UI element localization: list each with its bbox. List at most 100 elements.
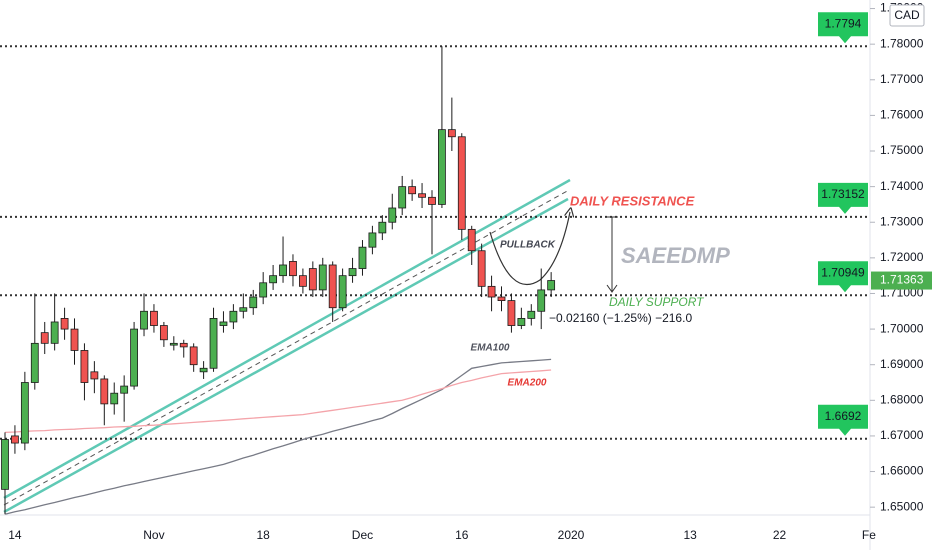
- channel-upper: [3, 178, 571, 500]
- y-tick-label: 1.67000: [880, 428, 924, 442]
- ema-label: EMA100: [471, 343, 510, 354]
- candle-body: [110, 392, 119, 405]
- candle-body: [60, 318, 69, 330]
- candle-body: [159, 325, 168, 341]
- x-tick-label: 14: [8, 528, 22, 542]
- y-tick-label: 1.68000: [880, 392, 924, 406]
- range-head: [606, 284, 618, 293]
- candle-body: [497, 296, 506, 301]
- candle-body: [537, 289, 546, 312]
- candle-body: [418, 193, 426, 198]
- level-label: 1.6692: [825, 409, 862, 423]
- annotation: SAEEDMP: [621, 243, 730, 268]
- y-tick-label: 1.72000: [880, 250, 924, 264]
- y-tick-label: 1.70000: [880, 321, 924, 335]
- candle-body: [408, 186, 417, 195]
- level-label-box: [818, 404, 868, 436]
- candle-body: [1, 439, 9, 490]
- currency-box: [889, 4, 925, 27]
- candle-body: [130, 328, 138, 387]
- x-tick-label: 22: [773, 528, 787, 542]
- annotation: −0.02160 (−1.25%) −216.0: [549, 311, 692, 325]
- candle-body: [487, 285, 496, 298]
- ema-line: [4, 369, 552, 434]
- x-tick-label: 18: [257, 528, 271, 542]
- candle-body: [11, 435, 19, 444]
- x-tick-label: 16: [455, 528, 469, 542]
- candle-body: [388, 207, 397, 223]
- candle-body: [229, 310, 238, 323]
- candle-body: [189, 346, 198, 366]
- candle-body: [289, 261, 297, 277]
- candle-body: [378, 221, 387, 234]
- candle-body: [447, 129, 456, 138]
- candle-body: [239, 307, 248, 312]
- x-tick-label: Dec: [352, 528, 373, 542]
- candle-body: [169, 342, 178, 346]
- candle-body: [199, 367, 208, 373]
- candle-body: [50, 321, 59, 344]
- y-tick-label: 1.69000: [880, 357, 924, 371]
- candle-body: [398, 186, 407, 209]
- candle-body: [20, 382, 29, 444]
- candle-body: [219, 321, 228, 326]
- candle-body: [338, 275, 347, 309]
- candle-body: [259, 282, 268, 298]
- currency: CAD: [894, 8, 920, 22]
- level-label-box: [818, 12, 868, 44]
- candle-body: [467, 228, 476, 252]
- candle-body: [477, 250, 486, 287]
- candle-body: [527, 310, 536, 319]
- candle-body: [150, 310, 158, 326]
- candle-body: [457, 136, 466, 230]
- last-price-box: [871, 271, 932, 290]
- annotation: PULLBACK: [500, 240, 556, 251]
- level-label: 1.7794: [825, 16, 862, 30]
- candle-body: [40, 332, 49, 344]
- candle-body: [269, 275, 278, 284]
- y-tick-label: 1.66000: [880, 464, 924, 478]
- candle-body: [428, 196, 436, 205]
- candle-body: [298, 275, 307, 287]
- candle-body: [328, 264, 337, 309]
- x-tick-label: Nov: [143, 528, 164, 542]
- candle-body: [547, 280, 556, 291]
- annotation: DAILY SUPPORT: [609, 295, 705, 309]
- candle-body: [179, 342, 188, 348]
- candle-body: [70, 328, 79, 351]
- candle-body: [90, 371, 99, 380]
- candle-body: [368, 232, 377, 248]
- drawings: [3, 178, 618, 514]
- ema-line: [4, 358, 552, 515]
- x-tick-label: Fe: [862, 528, 876, 542]
- level-label: 1.73152: [821, 187, 865, 201]
- y-tick-label: 1.65000: [880, 499, 924, 513]
- candle-body: [249, 296, 258, 309]
- level-label-box: [818, 261, 868, 293]
- pullback-arrow: [489, 212, 570, 286]
- candle-body: [80, 350, 89, 383]
- candle-body: [318, 264, 327, 291]
- x-tick-label: 2020: [558, 528, 585, 542]
- candle-body: [308, 268, 317, 291]
- candle-body: [517, 318, 526, 326]
- axes: 1.65000 1.66000 1.67000 1.68000 1.69000 1.700…: [8, 1, 923, 542]
- y-tick-label: 1.78000: [880, 36, 924, 50]
- y-tick-label: 1.75000: [880, 143, 924, 157]
- channel-lower: [3, 197, 569, 514]
- candle-body: [120, 385, 129, 394]
- candle-body: [438, 129, 446, 205]
- plot: [0, 45, 870, 515]
- candle-body: [140, 310, 148, 330]
- y-tick-label: 1.73000: [880, 214, 924, 228]
- candle-body: [348, 268, 357, 277]
- y-tick-label: 1.77000: [880, 72, 924, 86]
- annotation: DAILY RESISTANCE: [570, 193, 695, 208]
- last-price: 1.71363: [880, 273, 924, 287]
- y-tick-label: 1.74000: [880, 179, 924, 193]
- candle-body: [358, 246, 367, 269]
- ema-label: EMA200: [508, 378, 547, 389]
- candle-body: [279, 264, 287, 277]
